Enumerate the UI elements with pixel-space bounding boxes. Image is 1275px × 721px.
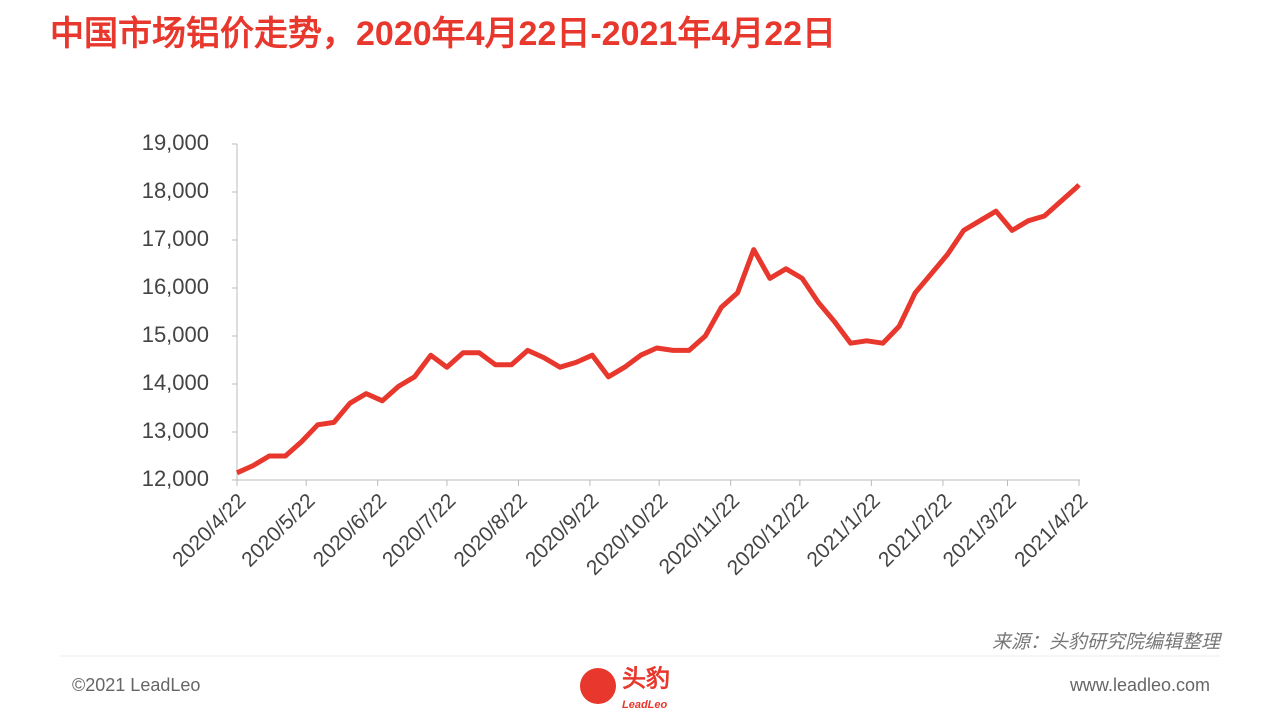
x-tick-label: 2020/4/22 bbox=[168, 489, 250, 571]
x-tick-label: 2021/4/22 bbox=[1010, 489, 1092, 571]
y-tick-label: 18,000 bbox=[142, 178, 209, 203]
y-tick-label: 17,000 bbox=[142, 226, 209, 251]
logo-en: LeadLeo bbox=[622, 699, 668, 711]
y-tick-label: 14,000 bbox=[142, 370, 209, 395]
x-tick-label: 2020/8/22 bbox=[450, 489, 532, 571]
chart-title: 中国市场铝价走势，2020年4月22日-2021年4月22日 bbox=[50, 14, 836, 53]
y-tick-label: 13,000 bbox=[142, 418, 209, 443]
copyright: ©2021 LeadLeo bbox=[72, 675, 200, 695]
x-tick-label: 2020/7/22 bbox=[378, 489, 460, 571]
website: www.leadleo.com bbox=[1069, 675, 1210, 695]
source-note: 来源：头豹研究院编辑整理 bbox=[992, 631, 1223, 653]
x-tick-label: 2021/1/22 bbox=[803, 489, 885, 571]
y-tick-label: 12,000 bbox=[142, 466, 209, 491]
y-tick-label: 19,000 bbox=[142, 130, 209, 155]
y-tick-label: 16,000 bbox=[142, 274, 209, 299]
x-tick-label: 2020/6/22 bbox=[309, 489, 391, 571]
price-line bbox=[235, 183, 1081, 476]
x-tick-label: 2020/5/22 bbox=[237, 489, 319, 571]
logo-icon bbox=[580, 668, 616, 704]
logo-cn: 头豹 bbox=[622, 664, 670, 692]
y-tick-label: 15,000 bbox=[142, 322, 209, 347]
